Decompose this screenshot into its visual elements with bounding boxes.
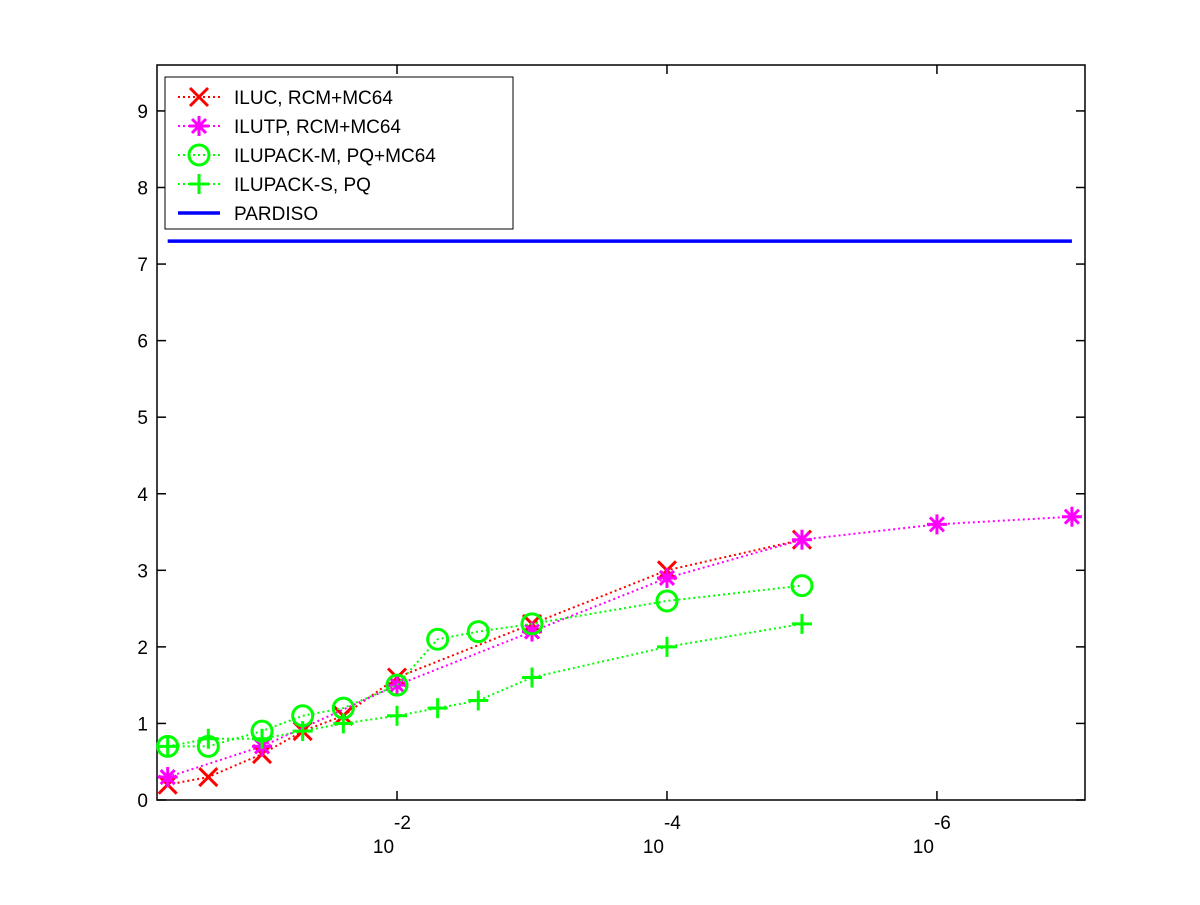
marker-stroke (188, 86, 210, 108)
marker-stroke (385, 673, 409, 697)
marker-stroke (523, 623, 541, 640)
marker (198, 728, 219, 749)
marker-stroke (198, 766, 219, 788)
x-tick-label: 10 (643, 837, 664, 858)
marker (791, 613, 812, 634)
marker (333, 713, 354, 734)
marker (292, 721, 313, 742)
y-tick-label: 0 (137, 791, 148, 812)
marker (521, 621, 542, 642)
y-tick-label: 4 (137, 485, 148, 506)
marker (1061, 506, 1082, 527)
legend-label: ILUPACK-S, PQ (234, 175, 371, 196)
marker (385, 673, 409, 697)
marker (655, 589, 679, 613)
legend-label: ILUPACK-M, PQ+MC64 (234, 146, 436, 167)
legend-marker (188, 86, 210, 108)
series-line (167, 538, 803, 786)
marker (387, 705, 408, 726)
legend-label: PARDISO (234, 204, 318, 225)
marker-stroke (790, 574, 814, 598)
marker-stroke (159, 768, 176, 786)
y-tick-label: 1 (137, 714, 148, 735)
marker (427, 698, 448, 719)
marker (656, 567, 677, 588)
marker (157, 767, 178, 788)
legend: ILUC, RCM+MC64 ILUTP, RCM+MC64 ILUPACK-M, … (164, 76, 514, 230)
marker (791, 529, 812, 550)
marker-stroke (928, 516, 945, 533)
x-tick-label: 10 (913, 837, 934, 858)
marker (656, 636, 677, 657)
y-tick-label: 8 (137, 179, 148, 200)
y-tick-label: 2 (137, 638, 148, 659)
marker (521, 667, 542, 688)
marker (466, 620, 490, 644)
marker-stroke (187, 143, 211, 167)
legend-marker (189, 116, 209, 136)
y-tick-label: 5 (137, 408, 148, 429)
marker (252, 728, 273, 749)
marker (426, 627, 450, 651)
plot-area (156, 64, 1086, 801)
x-tick-exponent: -6 (934, 813, 951, 834)
legend-label: ILUC, RCM+MC64 (234, 88, 393, 109)
marker-stroke (793, 531, 811, 548)
marker-stroke (520, 612, 544, 636)
y-tick-label: 9 (137, 102, 148, 123)
marker-stroke (426, 627, 450, 651)
marker-stroke (655, 589, 679, 613)
series-line (167, 515, 1072, 778)
marker-stroke (466, 620, 490, 644)
y-tick-label: 3 (137, 561, 148, 582)
marker (198, 766, 219, 788)
marker (157, 736, 178, 757)
y-tick-label: 6 (137, 332, 148, 353)
x-tick-exponent: -2 (394, 813, 411, 834)
marker-stroke (1063, 508, 1080, 525)
y-tick-label: 7 (137, 255, 148, 276)
marker (520, 612, 544, 636)
x-tick-label: 10 (373, 837, 394, 858)
marker (926, 514, 947, 535)
marker (790, 574, 814, 598)
x-tick-exponent: -4 (664, 813, 681, 834)
marker-stroke (190, 117, 208, 135)
marker (468, 690, 489, 711)
legend-marker (187, 143, 211, 167)
legend-marker (189, 174, 209, 194)
legend-box (164, 76, 514, 230)
marker-stroke (658, 569, 676, 587)
legend-label: ILUTP, RCM+MC64 (234, 117, 401, 138)
